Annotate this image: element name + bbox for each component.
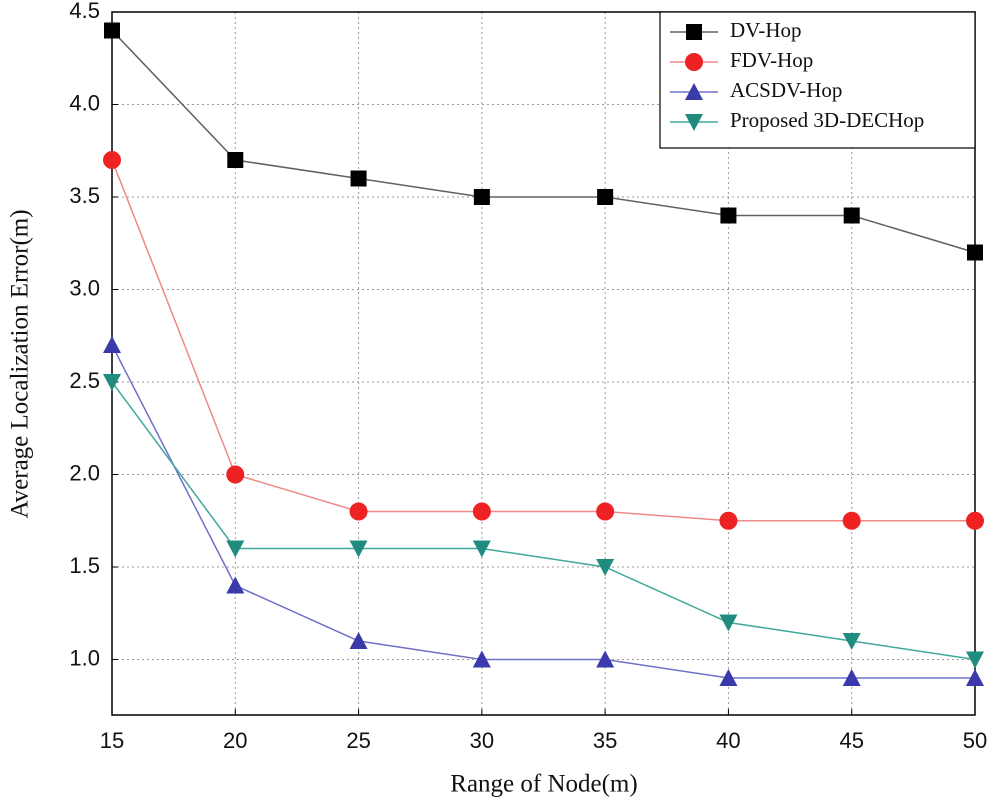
series-line	[111, 159, 975, 522]
x-tick-label: 30	[470, 728, 494, 753]
marker	[596, 502, 615, 521]
y-tick-label: 4.5	[69, 0, 100, 23]
legend-marker	[685, 83, 703, 100]
x-tick-label: 40	[716, 728, 740, 753]
x-tick-label: 50	[963, 728, 987, 753]
marker	[719, 669, 738, 686]
marker	[103, 374, 121, 391]
marker	[473, 189, 490, 205]
marker	[966, 511, 984, 530]
legend-marker	[685, 114, 703, 131]
legend-marker	[685, 53, 703, 71]
x-tick-label: 35	[593, 728, 617, 753]
legend-label: Proposed 3D-DECHop	[730, 108, 924, 132]
marker	[226, 576, 245, 594]
y-tick-label: 4.0	[69, 90, 100, 115]
marker	[472, 650, 491, 668]
series-line	[111, 344, 975, 679]
marker	[966, 651, 984, 669]
y-tick-label: 3.0	[69, 275, 100, 300]
marker	[719, 511, 738, 530]
y-axis-title: Average Localization Error(m)	[7, 209, 34, 518]
x-tick-label: 20	[223, 728, 247, 753]
marker	[843, 207, 860, 224]
y-tick-label: 3.5	[69, 183, 100, 208]
plot-frame	[111, 11, 976, 716]
x-tick-label: 25	[346, 728, 370, 753]
marker	[472, 540, 491, 558]
y-tick-label: 2.0	[69, 460, 100, 485]
y-tick-label: 1.5	[69, 553, 100, 578]
x-tick-label: 45	[839, 728, 863, 753]
marker	[350, 170, 367, 187]
x-axis-title: Range of Node(m)	[450, 771, 637, 798]
marker	[349, 632, 368, 649]
marker	[227, 152, 244, 168]
legend-box	[659, 11, 976, 149]
legend-label: DV-Hop	[730, 18, 802, 42]
legend-label: FDV-Hop	[730, 48, 813, 72]
marker	[842, 669, 861, 686]
marker	[719, 614, 738, 632]
marker	[720, 207, 737, 224]
marker	[349, 502, 368, 521]
marker	[104, 22, 120, 39]
marker	[597, 189, 614, 205]
y-tick-label: 1.0	[69, 645, 100, 670]
marker	[472, 502, 491, 521]
marker	[842, 511, 861, 530]
marker	[226, 540, 245, 558]
marker	[967, 244, 983, 261]
y-tick-label: 2.5	[69, 368, 100, 393]
marker	[103, 336, 121, 353]
marker	[349, 540, 368, 558]
marker	[842, 633, 861, 650]
legend-label: ACSDV-Hop	[730, 78, 842, 102]
legend-marker	[686, 24, 702, 40]
marker	[226, 465, 245, 484]
marker	[966, 669, 984, 686]
series-line	[111, 381, 976, 661]
marker	[103, 151, 121, 169]
marker	[596, 650, 615, 668]
marker	[596, 559, 615, 576]
series-line	[111, 29, 976, 254]
x-tick-label: 15	[100, 728, 124, 753]
